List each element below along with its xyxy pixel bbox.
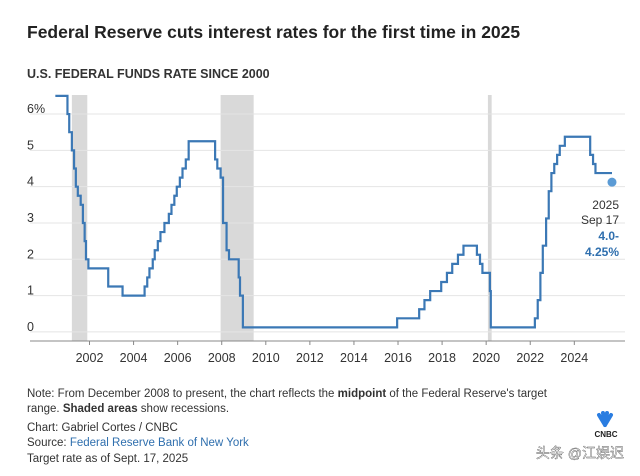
note-bold: Shaded areas (63, 403, 138, 415)
watermark: 头条 @江娱迟 (536, 445, 624, 461)
note-line: range. Shaded areas show recessions. (27, 403, 229, 415)
x-tick-label: 2016 (384, 351, 412, 365)
annotation-rate: 4.25% (585, 245, 619, 259)
rate-line (55, 94, 612, 329)
x-tick-label: 2020 (472, 351, 500, 365)
x-tick-label: 2024 (560, 351, 588, 365)
as-of: Target rate as of Sept. 17, 2025 (27, 453, 188, 465)
x-tick-label: 2010 (252, 351, 280, 365)
note-text: range. (27, 403, 63, 415)
chart-title: Federal Reserve cuts interest rates for … (27, 22, 520, 42)
recession-band (71, 95, 88, 341)
x-tick-label: 2018 (428, 351, 456, 365)
source-link[interactable]: Federal Reserve Bank of New York (70, 437, 249, 449)
note-bold: midpoint (338, 388, 387, 400)
x-tick-label: 2006 (164, 351, 192, 365)
y-tick-label: 2 (27, 247, 34, 261)
credit: Chart: Gabriel Cortes / CNBC (27, 422, 178, 434)
note-text: Note: From December 2008 to present, the… (27, 388, 338, 400)
plot-area: 0 1 2 3 4 5 6% 2002 2004 2006 2008 2010 2012 2014 2016… (27, 94, 625, 365)
x-tick-label: 2012 (296, 351, 324, 365)
note-text: show recessions. (138, 403, 229, 415)
y-tick-label: 5 (27, 138, 34, 152)
logo-peacock (597, 411, 613, 427)
y-tick-label: 3 (27, 211, 34, 225)
note-text: of the Federal Reserve's target (386, 388, 548, 400)
x-tick-label: 2014 (340, 351, 368, 365)
logo: CNBC (594, 411, 618, 439)
y-tick-label: 1 (27, 284, 34, 298)
y-tick-label: 6% (27, 102, 45, 116)
chart-subtitle: U.S. FEDERAL FUNDS RATE SINCE 2000 (27, 67, 270, 81)
recession-band (487, 95, 492, 341)
x-tick-label: 2008 (208, 351, 236, 365)
x-tick-label: 2002 (76, 351, 104, 365)
recession-band (220, 95, 254, 341)
annotation-year: 2025 (592, 198, 619, 212)
latest-point (607, 177, 617, 187)
annotation-rate: 4.0- (598, 229, 619, 243)
x-tick-label: 2022 (516, 351, 544, 365)
annotation-date: Sep 17 (581, 213, 619, 227)
logo-text: CNBC (594, 430, 617, 439)
y-tick-label: 4 (27, 175, 34, 189)
y-tick-label: 0 (27, 320, 34, 334)
x-tick-label: 2004 (120, 351, 148, 365)
source-line: Source: Federal Reserve Bank of New York (27, 437, 249, 449)
note-line: Note: From December 2008 to present, the… (27, 388, 548, 400)
source-label: Source: (27, 437, 70, 449)
